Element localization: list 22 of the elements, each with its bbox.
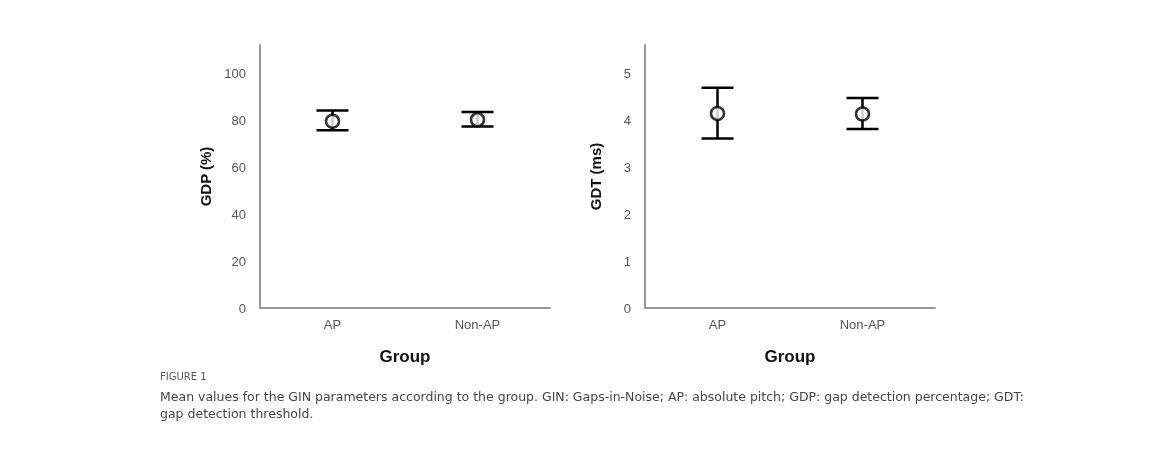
y-axis-title: GDP (%) — [197, 146, 215, 207]
x-tick-label: AP — [323, 317, 342, 332]
y-tick-label: 20 — [231, 253, 246, 269]
y-tick-label: 4 — [623, 112, 631, 128]
y-tick-label: 1 — [623, 253, 631, 269]
y-tick-label: 0 — [623, 300, 631, 316]
y-tick-label: 3 — [623, 159, 631, 175]
y-tick-label: 40 — [231, 206, 246, 222]
x-tick-label: Non-AP — [839, 317, 886, 332]
y-tick-label: 0 — [238, 300, 246, 316]
x-axis-title: Group — [764, 347, 816, 366]
text: Mean values for the GIN parameters according to the group. GIN: Gaps-in-Noise; AP: absolute pitch; GDP: gap detection percentage; GDT: gap detection threshold. — [160, 388, 1025, 422]
y-tick-label: 5 — [623, 65, 631, 81]
y-tick-label: 2 — [623, 206, 631, 222]
x-axis-title: Group — [379, 347, 431, 366]
caption: FIGURE 1 — [160, 370, 208, 384]
x-tick-label: Non-AP — [454, 317, 501, 332]
y-tick-label: 80 — [231, 112, 246, 128]
y-tick-label: 100 — [224, 65, 246, 81]
y-tick-label: 60 — [231, 159, 246, 175]
x-tick-label: AP — [708, 317, 727, 332]
y-axis-title: GDT (ms) — [587, 142, 604, 211]
